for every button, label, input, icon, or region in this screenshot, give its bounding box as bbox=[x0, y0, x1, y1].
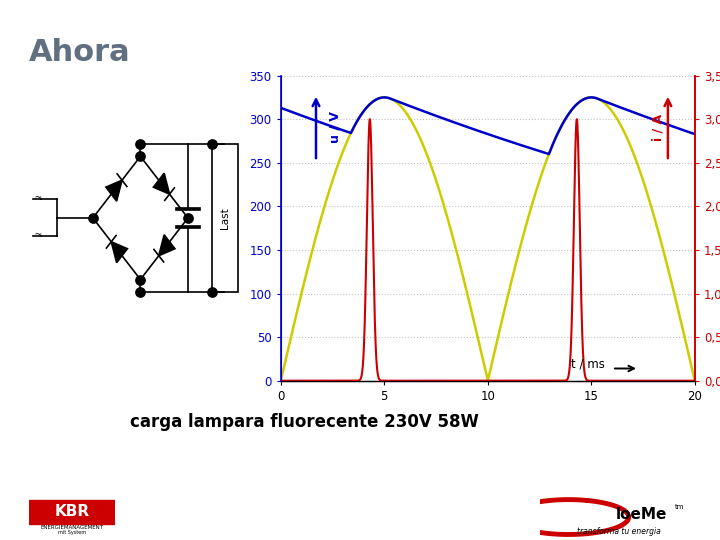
Point bbox=[206, 287, 217, 296]
Polygon shape bbox=[112, 242, 127, 262]
Text: KBR: KBR bbox=[55, 504, 89, 519]
Polygon shape bbox=[159, 235, 175, 255]
FancyBboxPatch shape bbox=[29, 500, 115, 524]
Text: t / ms: t / ms bbox=[570, 357, 605, 370]
Text: carga lampara fluorecente 230V 58W: carga lampara fluorecente 230V 58W bbox=[130, 413, 479, 431]
Text: ENERGIEMANAGEMENT: ENERGIEMANAGEMENT bbox=[40, 525, 104, 530]
Text: loeMe: loeMe bbox=[616, 507, 667, 522]
Point bbox=[135, 287, 146, 296]
Text: transforma tu energia: transforma tu energia bbox=[577, 527, 661, 536]
Polygon shape bbox=[153, 173, 169, 194]
Point bbox=[206, 140, 217, 149]
Text: tm: tm bbox=[675, 504, 684, 510]
Point bbox=[135, 140, 146, 149]
Text: Last: Last bbox=[220, 207, 230, 229]
Text: i / A: i / A bbox=[652, 114, 665, 141]
Point bbox=[135, 152, 146, 161]
Text: ~: ~ bbox=[35, 230, 42, 240]
Point bbox=[87, 214, 99, 222]
Text: mit System: mit System bbox=[58, 530, 86, 535]
Point bbox=[135, 275, 146, 284]
Point bbox=[182, 214, 194, 222]
FancyBboxPatch shape bbox=[212, 144, 238, 292]
Text: Ahora: Ahora bbox=[29, 38, 130, 67]
Polygon shape bbox=[106, 180, 122, 201]
Text: ~: ~ bbox=[35, 193, 42, 203]
Text: u / V: u / V bbox=[328, 112, 341, 144]
